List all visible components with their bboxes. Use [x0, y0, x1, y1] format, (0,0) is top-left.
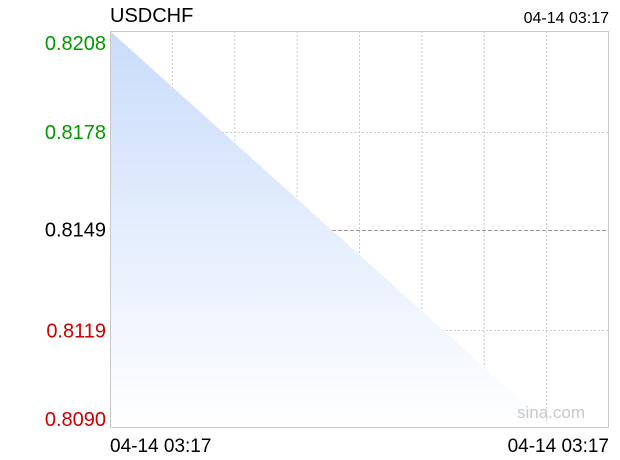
x-tick-label: 04-14 03:17 [110, 436, 211, 457]
plot-border [110, 31, 609, 428]
watermark: sina.com [517, 403, 585, 422]
chart-title: USDCHF [110, 5, 193, 27]
x-tick-label: 04-14 03:17 [508, 436, 609, 457]
x-axis-ticks: 04-14 03:17 04-14 03:17 [110, 436, 609, 457]
y-tick-label: 0.8208 [45, 33, 106, 55]
y-tick-label: 0.8178 [45, 122, 106, 144]
header-timestamp: 04-14 03:17 [524, 10, 610, 27]
y-tick-label: 0.8149 [45, 220, 106, 242]
y-tick-label: 0.8090 [45, 409, 106, 431]
y-axis-ticks: 0.8208 0.8178 0.8149 0.8119 0.8090 [45, 33, 106, 431]
plot-frame [110, 31, 609, 428]
area-fill [110, 31, 553, 428]
area-series [109, 30, 553, 429]
y-tick-label: 0.8119 [46, 320, 106, 342]
